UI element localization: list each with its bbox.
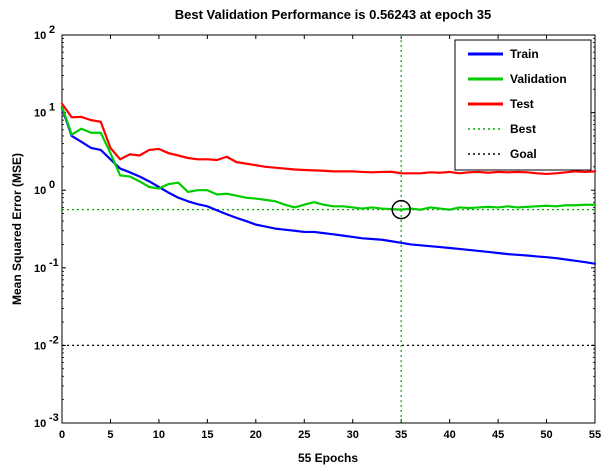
series-lines (60, 102, 597, 265)
best-marker (391, 199, 411, 220)
series-line-train (60, 106, 597, 265)
series-line-validation (60, 105, 597, 211)
legend-goal-label: Goal (510, 147, 537, 161)
x-tick-label: 25 (298, 429, 310, 441)
x-tick-label: 40 (444, 429, 456, 441)
y-tick-label: 10 (34, 263, 46, 275)
y-tick-label: 10 (34, 30, 46, 42)
y-tick-label: 10 (34, 418, 46, 430)
x-tick-label: 50 (540, 429, 552, 441)
legend-best-label: Best (510, 122, 536, 136)
x-tick-label: 0 (59, 429, 65, 441)
x-tick-label: 15 (201, 429, 213, 441)
y-tick-exponent: 2 (49, 24, 55, 36)
best-point-marker (391, 199, 411, 220)
y-tick-exponent: -2 (49, 334, 59, 346)
y-tick-label: 10 (34, 340, 46, 352)
x-tick-label: 55 (589, 429, 601, 441)
x-tick-label: 20 (250, 429, 262, 441)
y-tick-label: 10 (34, 108, 46, 120)
x-tick-label: 35 (395, 429, 407, 441)
x-tick-label: 10 (153, 429, 165, 441)
x-tick-label: 5 (107, 429, 113, 441)
y-tick-label: 10 (34, 185, 46, 197)
legend-train-label: Train (510, 47, 539, 61)
x-axis-label: 55 Epochs (298, 451, 358, 465)
series-line-test (60, 102, 597, 176)
y-tick-exponent: 0 (49, 179, 55, 191)
chart-title: Best Validation Performance is 0.56243 a… (175, 7, 491, 22)
y-tick-exponent: -1 (49, 257, 59, 269)
legend-test-label: Test (510, 97, 534, 111)
y-axis-label: Mean Squared Error (MSE) (10, 153, 24, 305)
x-tick-label: 30 (347, 429, 359, 441)
x-tick-label: 45 (492, 429, 504, 441)
legend: Train Validation Test Best Goal (454, 39, 592, 171)
y-tick-exponent: -3 (49, 412, 59, 424)
y-tick-exponent: 1 (49, 102, 55, 114)
legend-validation-label: Validation (510, 72, 567, 86)
reference-lines (62, 35, 595, 423)
